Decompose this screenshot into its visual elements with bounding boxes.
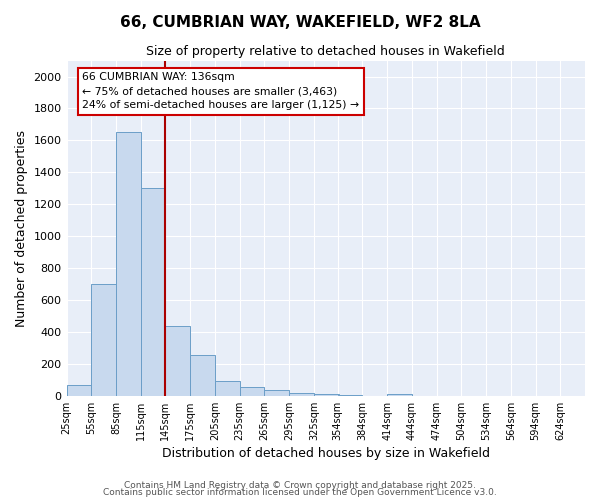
Bar — [67, 386, 91, 396]
Bar — [116, 132, 141, 396]
Bar — [338, 395, 362, 396]
Bar — [91, 284, 116, 396]
X-axis label: Distribution of detached houses by size in Wakefield: Distribution of detached houses by size … — [162, 447, 490, 460]
Bar — [166, 326, 190, 396]
Bar — [141, 188, 166, 396]
Bar — [314, 394, 338, 396]
Bar — [289, 392, 314, 396]
Text: Contains public sector information licensed under the Open Government Licence v3: Contains public sector information licen… — [103, 488, 497, 497]
Bar — [190, 355, 215, 396]
Bar — [265, 390, 289, 396]
Bar — [239, 387, 265, 396]
Bar — [215, 382, 239, 396]
Text: Contains HM Land Registry data © Crown copyright and database right 2025.: Contains HM Land Registry data © Crown c… — [124, 480, 476, 490]
Text: 66 CUMBRIAN WAY: 136sqm
← 75% of detached houses are smaller (3,463)
24% of semi: 66 CUMBRIAN WAY: 136sqm ← 75% of detache… — [82, 72, 359, 110]
Title: Size of property relative to detached houses in Wakefield: Size of property relative to detached ho… — [146, 45, 505, 58]
Text: 66, CUMBRIAN WAY, WAKEFIELD, WF2 8LA: 66, CUMBRIAN WAY, WAKEFIELD, WF2 8LA — [119, 15, 481, 30]
Y-axis label: Number of detached properties: Number of detached properties — [15, 130, 28, 326]
Bar — [387, 394, 412, 396]
